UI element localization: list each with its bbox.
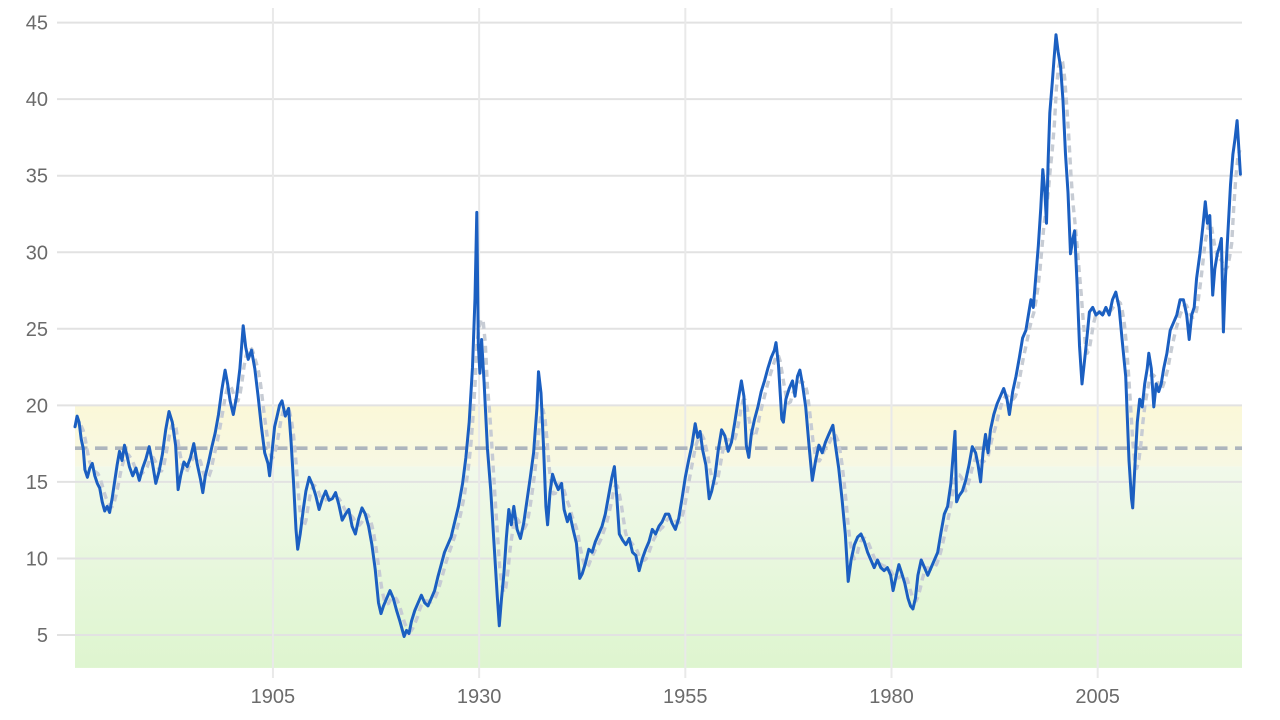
cape-line-path <box>73 33 1242 638</box>
cape-line <box>73 33 1242 638</box>
y-tick-label: 45 <box>26 13 48 35</box>
valuation-bands <box>75 405 1242 668</box>
fair-value-yellow-zone <box>75 405 1242 467</box>
x-tick-label: 1905 <box>251 686 296 708</box>
horizontal-gridlines <box>57 21 1242 636</box>
y-tick-label: 20 <box>26 395 48 417</box>
x-axis-labels: 1905 1930 1955 1980 2005 <box>251 686 1120 708</box>
y-tick-label: 25 <box>26 319 48 341</box>
x-tick-label: 1930 <box>457 686 502 708</box>
y-tick-label: 35 <box>26 166 48 188</box>
y-tick-label: 15 <box>26 472 48 494</box>
vertical-gridlines <box>271 8 1099 678</box>
y-tick-label: 5 <box>37 625 48 647</box>
y-axis-labels: 5 10 15 20 25 30 35 40 45 <box>26 13 48 647</box>
y-tick-label: 30 <box>26 242 48 264</box>
y-tick-label: 10 <box>26 548 48 570</box>
x-tick-label: 1955 <box>663 686 708 708</box>
x-tick-label: 2005 <box>1075 686 1120 708</box>
undervalued-green-zone <box>75 466 1242 668</box>
x-tick-label: 1980 <box>869 686 914 708</box>
y-tick-label: 40 <box>26 89 48 111</box>
